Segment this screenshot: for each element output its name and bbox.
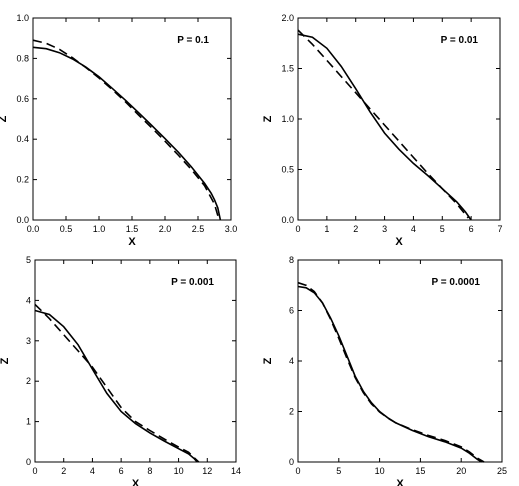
y-tick-label: 1.0 [281,114,294,124]
y-tick-label: 0.8 [16,53,29,63]
x-tick-label: 5 [440,224,445,234]
y-tick-label: 4 [26,295,31,305]
solid-curve [297,33,472,221]
x-tick-label: 4 [90,466,95,476]
x-tick-label: 1.5 [126,224,139,234]
y-tick-label: 3 [26,336,31,346]
x-tick-label: 7 [497,224,502,234]
x-tick-label: 6 [119,466,124,476]
y-tick-label: 0.0 [281,215,294,225]
x-tick-label: 0 [295,466,300,476]
panel-annotation: P = 0.001 [171,277,214,288]
x-axis-label: X [128,236,136,248]
panel-annotation: P = 0.01 [441,35,479,46]
x-tick-label: 3.0 [225,224,238,234]
y-axis-label: Z [0,115,9,122]
x-tick-label: 1.0 [93,224,106,234]
y-tick-label: 0 [26,457,31,467]
x-tick-label: 2 [353,224,358,234]
x-axis-label: X [132,478,140,486]
x-tick-label: 4 [411,224,416,234]
plot-frame [32,17,232,221]
y-tick-label: 1.0 [16,13,29,23]
y-axis-label: Z [262,357,274,364]
x-tick-label: 20 [456,466,466,476]
y-tick-label: 2 [26,376,31,386]
panel-annotation: P = 0.1 [177,35,209,46]
x-tick-label: 2.5 [192,224,205,234]
dashed-curve [34,303,200,463]
y-tick-label: 0.4 [16,134,29,144]
x-axis-label: X [396,478,404,486]
y-tick-label: 5 [26,255,31,265]
x-tick-label: 10 [174,466,184,476]
y-tick-label: 0.5 [281,165,294,175]
x-tick-label: 5 [336,466,341,476]
y-tick-label: 2.0 [281,13,294,23]
plot-frame [297,17,501,221]
chart-panel-2: 0 1 2 3 4 5 6 7 0.0 0.5 1.0 1.5 2.0 X Z P = 0.01 [262,13,503,248]
x-tick-label: 10 [375,466,385,476]
y-tick-label: 2 [289,407,294,417]
y-tick-label: 0.6 [16,94,29,104]
x-tick-label: 0.0 [27,224,40,234]
solid-curve [32,46,222,221]
x-tick-label: 15 [415,466,425,476]
plot-frame [34,259,237,463]
dashed-curve [297,29,469,219]
y-tick-label: 4 [289,356,294,366]
plot-frame [297,259,503,463]
dashed-curve [32,39,220,221]
y-tick-label: 0.0 [16,215,29,225]
y-axis-label: Z [0,357,11,364]
y-tick-label: 1.5 [281,64,294,74]
x-tick-label: 12 [202,466,212,476]
x-tick-label: 2.0 [159,224,172,234]
x-axis-label: X [395,236,403,248]
y-tick-label: 1 [26,417,31,427]
x-tick-label: 14 [231,466,241,476]
y-tick-label: 0.2 [16,175,29,185]
panel-annotation: P = 0.0001 [432,277,481,288]
chart-panel-4: 0 5 10 15 20 25 0 2 4 6 8 X Z P = 0.0001 [262,255,507,486]
solid-curve [297,285,483,463]
chart-panel-1: 0.0 0.5 1.0 1.5 2.0 2.5 3.0 0.0 0.2 0.4 0.6 0.8 1.0 X… [0,13,237,248]
x-tick-label: 3 [382,224,387,234]
y-tick-label: 6 [289,306,294,316]
x-tick-label: 0.5 [60,224,73,234]
x-tick-label: 1 [324,224,329,234]
x-tick-label: 8 [147,466,152,476]
solid-curve [34,309,198,463]
x-tick-label: 0 [295,224,300,234]
dashed-curve [297,281,485,463]
y-tick-label: 8 [289,255,294,265]
x-tick-label: 6 [469,224,474,234]
x-tick-label: 25 [497,466,507,476]
y-tick-label: 0 [289,457,294,467]
x-tick-label: 0 [32,466,37,476]
x-tick-label: 2 [61,466,66,476]
y-axis-label: Z [262,115,274,122]
